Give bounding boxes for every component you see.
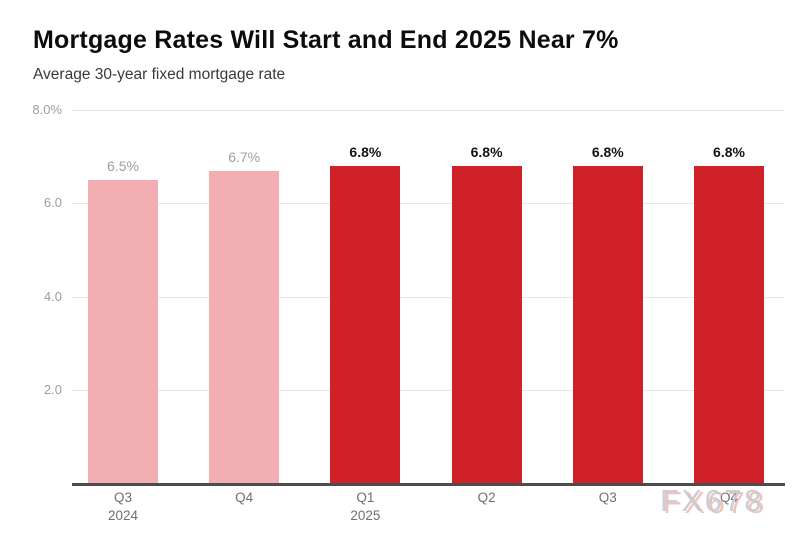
bar-q2 [451, 165, 522, 483]
x-axis-tick-label: Q2 [477, 490, 496, 505]
x-axis-tick-label: Q3 [113, 490, 132, 505]
x-axis-year-label: 2025 [350, 508, 381, 523]
x-axis-tick-label: Q3 [598, 490, 617, 505]
chart-title: Mortgage Rates Will Start and End 2025 N… [33, 26, 619, 54]
gridline [72, 203, 785, 205]
bar-value-label: 6.8% [713, 143, 745, 160]
chart-subtitle: Average 30-year fixed mortgage rate [33, 66, 286, 83]
gridline [72, 296, 785, 298]
bar-q1-2025 [330, 165, 401, 483]
bar-q3 [572, 165, 643, 483]
bar-q3-2024 [88, 179, 158, 483]
bar-value-label: 6.8% [349, 143, 382, 160]
bar-value-label: 6.7% [228, 148, 261, 165]
x-axis-tick-label: Q4 [719, 490, 738, 505]
bar-q4 [209, 170, 280, 483]
y-axis-tick-label: 4.0 [43, 288, 62, 304]
gridline [72, 389, 785, 391]
bar-value-label: 6.8% [591, 143, 624, 160]
bar-q4 [694, 165, 764, 483]
bar-value-label: 6.5% [107, 157, 139, 174]
x-axis-tick-label: Q4 [235, 490, 254, 505]
gridline [72, 110, 785, 111]
y-axis-tick-label: 2.0 [43, 381, 62, 397]
bar-value-label: 6.8% [470, 143, 503, 160]
x-axis-tick-label: Q1 [356, 490, 375, 505]
y-axis-tick-label: 6.0 [43, 195, 62, 211]
x-axis-year-label: 2024 [107, 508, 139, 523]
x-axis-line [72, 483, 785, 486]
watermark: FX678 [660, 483, 764, 518]
y-axis-tick-label: 8.0% [32, 102, 62, 117]
